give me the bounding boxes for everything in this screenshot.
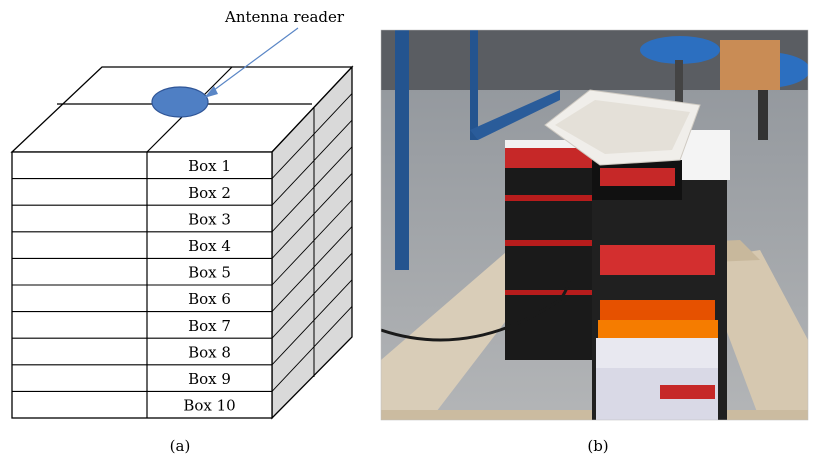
side-row-divider xyxy=(271,119,353,206)
side-row-divider xyxy=(271,93,353,179)
box-label: Box 6 xyxy=(188,290,231,308)
box-label: Box 9 xyxy=(188,370,231,388)
box-label: Box 3 xyxy=(188,210,231,228)
caption-b: (b) xyxy=(587,437,608,455)
side-row-divider xyxy=(271,146,353,233)
photo-frame xyxy=(380,29,809,421)
box-label: Box 8 xyxy=(188,343,231,361)
side-row-divider xyxy=(271,199,353,286)
side-row-divider xyxy=(271,306,353,392)
side-row-divider xyxy=(271,173,353,259)
front-face-rows xyxy=(12,178,272,392)
antenna-label: Antenna reader xyxy=(224,8,345,26)
box-labels: Box 1 Box 2 Box 3 Box 4 Box 5 Box 6 Box 7 Box 8… xyxy=(183,157,235,414)
box-label: Box 10 xyxy=(183,397,235,415)
antenna-arrow-head xyxy=(204,86,218,98)
box-label: Box 5 xyxy=(188,264,231,282)
side-face-box-lines xyxy=(271,93,353,392)
box-label: Box 2 xyxy=(188,184,231,202)
panel-a-diagram: Antenna reader Box 1 Box 2 Box 3 Box 4 Box 5… xyxy=(10,8,354,455)
side-row-divider xyxy=(271,252,353,339)
side-row-divider xyxy=(271,279,353,366)
box-label: Box 1 xyxy=(188,157,231,175)
photo-of-boxes-on-pallet xyxy=(381,30,808,420)
panel-b-photo: (b) xyxy=(380,29,809,455)
caption-a: (a) xyxy=(170,437,191,455)
antenna-arrow xyxy=(205,27,299,97)
box-label: Box 7 xyxy=(188,317,231,335)
antenna-reader-shape xyxy=(151,86,209,118)
side-row-divider xyxy=(271,226,353,312)
box-label: Box 4 xyxy=(188,237,231,255)
